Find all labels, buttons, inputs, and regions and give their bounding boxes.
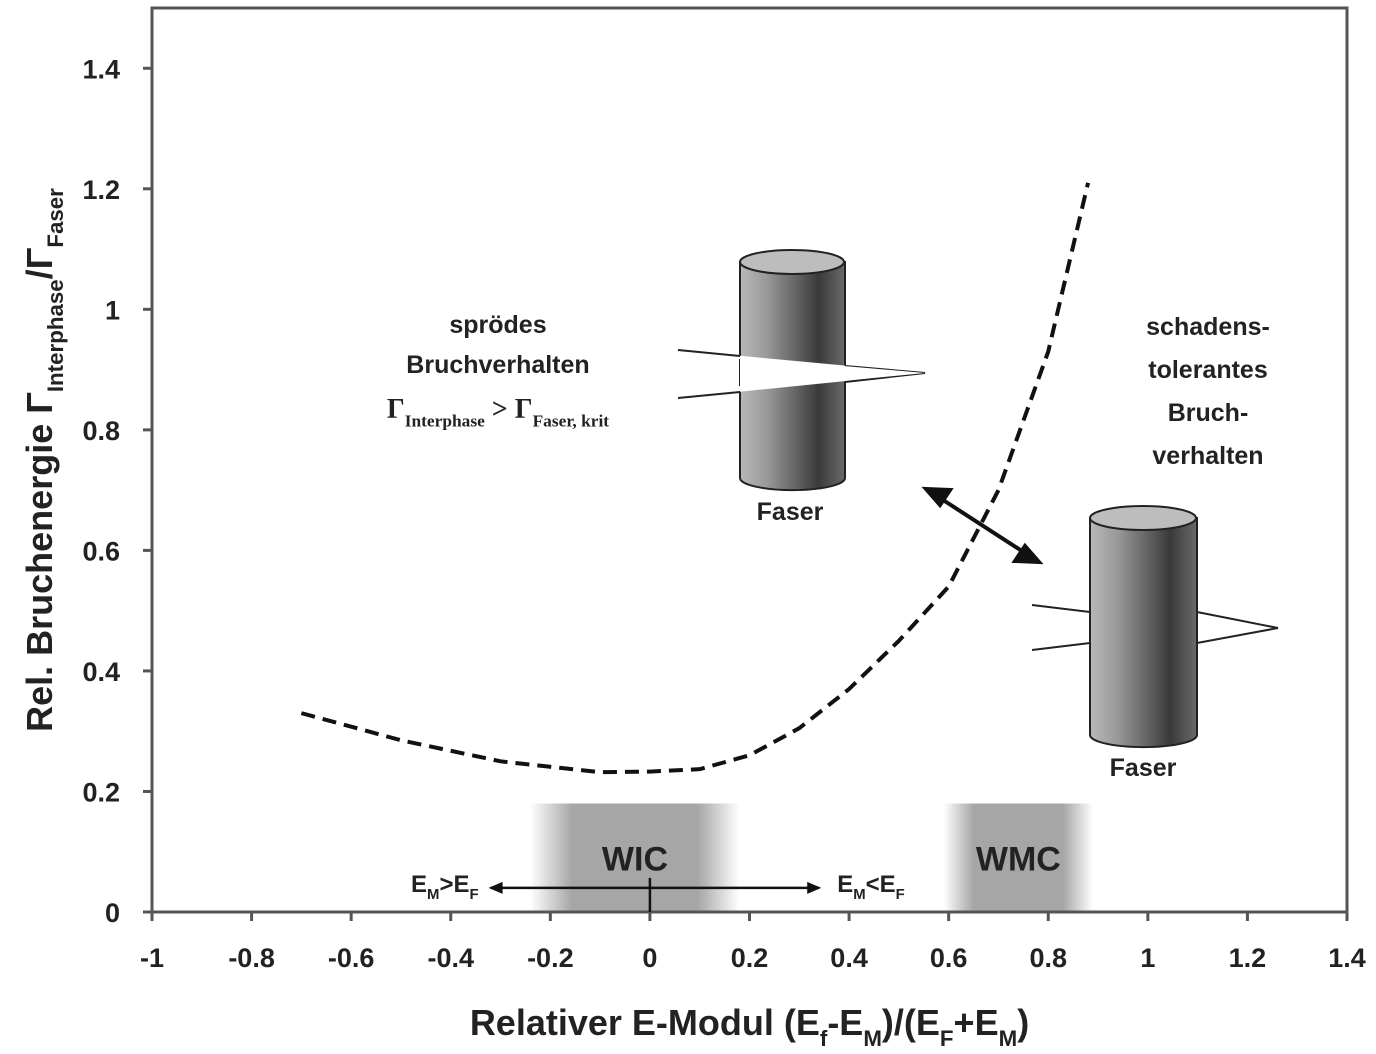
arrow-head — [488, 881, 503, 894]
x-tick-label: 0 — [642, 943, 657, 973]
y-tick-label: 1 — [105, 295, 120, 325]
x-tick-label: -0.4 — [427, 943, 474, 973]
subscript: M — [853, 887, 865, 903]
subscript: Interphase — [405, 411, 485, 430]
subscript: f — [820, 1026, 828, 1049]
annotation: Bruchverhalten — [406, 351, 589, 379]
subscript: M — [999, 1026, 1018, 1049]
fiber-label: Faser — [757, 498, 824, 526]
x-tick-label: 0.6 — [930, 943, 968, 973]
annotation: verhalten — [1152, 442, 1263, 470]
text-part: )/(E — [882, 1002, 940, 1043]
subscript: F — [940, 1026, 954, 1049]
fiber-icon — [1031, 505, 1279, 749]
text-part: E — [837, 871, 853, 898]
subscript: F — [469, 887, 478, 903]
subscript: Faser — [43, 188, 68, 248]
x-tick-label: -0.6 — [328, 943, 375, 973]
x-tick-label: 1.2 — [1229, 943, 1267, 973]
text-part: Rel. Bruchenergie Γ — [19, 392, 60, 732]
region-band — [943, 803, 1094, 912]
region-label: WIC — [602, 841, 668, 879]
text-part: -E — [827, 1002, 863, 1043]
text-part: /Γ — [19, 247, 60, 279]
annotation: sprödes — [449, 311, 546, 339]
label: Rel. Bruchenergie ΓInterphase/ΓFaser — [19, 188, 68, 732]
annotation: tolerantes — [1148, 356, 1267, 384]
y-tick-label: 0.4 — [82, 657, 120, 687]
subscript: F — [896, 887, 905, 903]
x-axis-label: Relativer E-Modul (Ef-EM)/(EF+EM) — [470, 1002, 1029, 1049]
label: ΓInterphase > ΓFaser, krit — [387, 394, 609, 430]
fiber-icon — [677, 249, 926, 492]
curve — [300, 182, 1091, 775]
subscript: Interphase — [43, 279, 68, 392]
subscript: M — [427, 887, 439, 903]
y-tick-label: 0.8 — [82, 416, 120, 446]
y-tick-label: 1.4 — [82, 54, 120, 84]
label: EM>EF — [411, 871, 479, 903]
arrow-head — [807, 881, 822, 894]
x-tick-label: 1 — [1140, 943, 1155, 973]
annotation: Bruch- — [1168, 399, 1249, 427]
region-label: WMC — [976, 841, 1061, 879]
subscript: M — [863, 1026, 882, 1049]
y-tick-label: 0.6 — [82, 536, 120, 566]
x-tick-label: 0.2 — [731, 943, 769, 973]
annotation: schadens- — [1146, 313, 1270, 341]
text-part: E — [411, 871, 427, 898]
x-tick-label: -1 — [140, 943, 164, 973]
text-part: ) — [1017, 1002, 1029, 1043]
y-tick-label: 0.2 — [82, 777, 120, 807]
subscript: Faser, krit — [533, 411, 610, 430]
x-tick-label: 0.4 — [830, 943, 868, 973]
text-part: +E — [954, 1002, 999, 1043]
label: EM<EF — [837, 871, 905, 903]
x-tick-label: 0.8 — [1029, 943, 1067, 973]
text-part: > Γ — [485, 394, 533, 425]
text-part: Γ — [387, 394, 405, 425]
double-arrow — [921, 486, 1044, 565]
x-tick-label: -0.2 — [527, 943, 574, 973]
text-part: >E — [439, 871, 469, 898]
text-part: Relativer E-Modul (E — [470, 1002, 820, 1043]
y-tick-label: 1.2 — [82, 175, 120, 205]
x-tick-label: -0.8 — [228, 943, 275, 973]
x-tick-label: 1.4 — [1328, 943, 1366, 973]
fiber-label: Faser — [1110, 754, 1177, 782]
y-tick-label: 0 — [105, 898, 120, 928]
text-part: <E — [866, 871, 896, 898]
region-band — [530, 803, 740, 912]
